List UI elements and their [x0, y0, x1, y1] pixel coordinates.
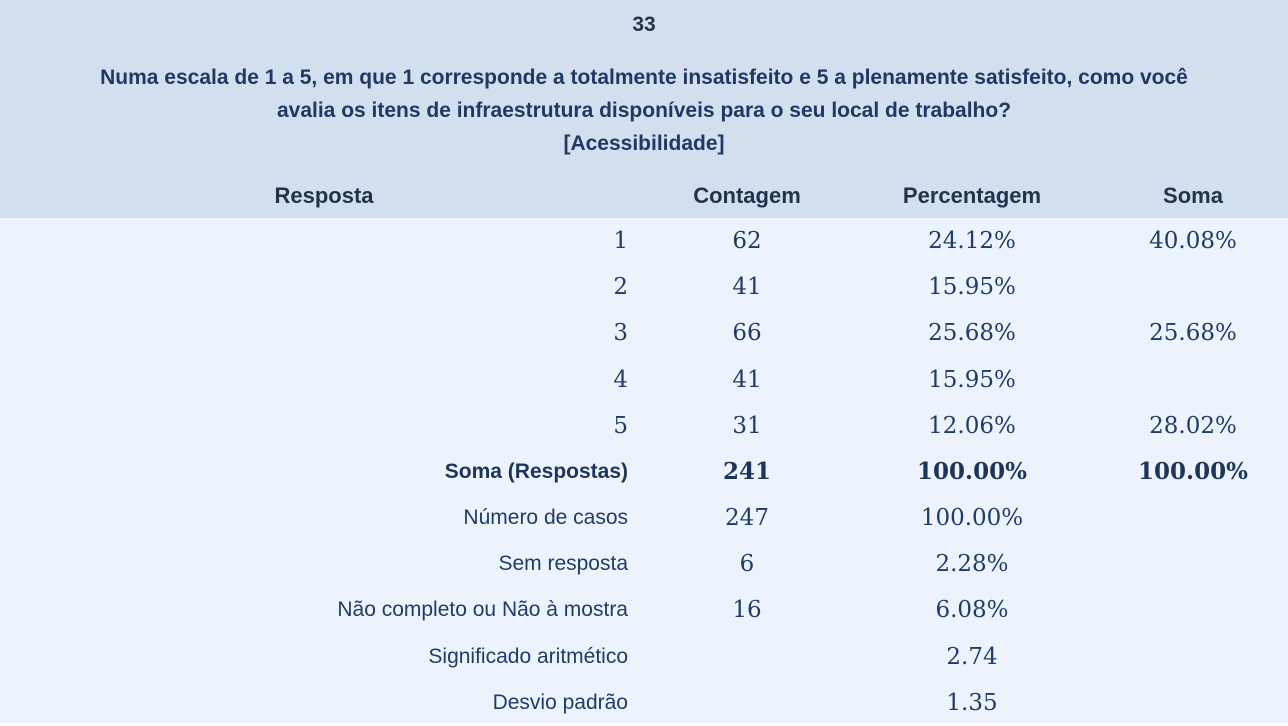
- bottom-edge-strip: [0, 723, 1288, 726]
- cell-soma: [1098, 264, 1288, 310]
- cell-soma: [1098, 634, 1288, 680]
- cell-contagem: 247: [725, 505, 769, 532]
- column-header-soma: Soma: [1163, 183, 1223, 208]
- table-header-row: Resposta Contagem Percentagem Soma: [0, 180, 1288, 212]
- question-line-3: [Acessibilidade]: [563, 132, 725, 155]
- cell-soma: 100.00%: [1138, 458, 1248, 486]
- cell-percentagem: 12.06%: [928, 412, 1016, 439]
- cell-soma: [1098, 495, 1288, 541]
- cell-contagem: 41: [732, 274, 762, 301]
- cell-soma: [1098, 680, 1288, 726]
- cell-percentagem: 24.12%: [928, 228, 1016, 255]
- cell-percentagem: 2.28%: [935, 551, 1009, 578]
- cell-contagem: 6: [739, 551, 755, 578]
- cell-percentagem: 15.95%: [928, 366, 1016, 393]
- table-row: Significado aritmético 2.74: [0, 634, 1288, 680]
- table-row: 4 41 15.95%: [0, 357, 1288, 403]
- table-row: 1 62 24.12% 40.08%: [0, 218, 1288, 264]
- question-line-2: avalia os itens de infraestrutura dispon…: [276, 99, 1012, 122]
- cell-contagem: 241: [722, 458, 771, 486]
- table-row: 5 31 12.06% 28.02%: [0, 403, 1288, 449]
- table-row: 3 66 25.68% 25.68%: [0, 310, 1288, 356]
- column-header-contagem: Contagem: [693, 183, 801, 208]
- cell-resposta: Número de casos: [463, 506, 628, 530]
- cell-contagem: 62: [732, 228, 762, 255]
- cell-percentagem: 6.08%: [935, 597, 1009, 624]
- question-text: Numa escala de 1 a 5, em que 1 correspon…: [0, 61, 1288, 160]
- cell-contagem: [648, 680, 846, 726]
- question-number: 33: [632, 13, 656, 36]
- cell-percentagem: 1.35: [946, 689, 998, 716]
- cell-resposta: 2: [613, 274, 628, 301]
- cell-contagem: 66: [732, 320, 762, 347]
- cell-percentagem: 2.74: [946, 643, 998, 670]
- cell-percentagem: 100.00%: [917, 458, 1027, 486]
- cell-soma: 25.68%: [1149, 320, 1237, 347]
- cell-resposta: Não completo ou Não à mostra: [337, 598, 628, 622]
- table-row: Não completo ou Não à mostra 16 6.08%: [0, 587, 1288, 633]
- cell-percentagem: 15.95%: [928, 274, 1016, 301]
- table-body: 1 62 24.12% 40.08% 2 41 15.95% 3 66 25.68% 25.68% 4…: [0, 218, 1288, 726]
- cell-soma: [1098, 357, 1288, 403]
- cell-soma: [1098, 587, 1288, 633]
- cell-resposta: 3: [613, 320, 628, 347]
- cell-contagem: [648, 634, 846, 680]
- question-header-band: 33 Numa escala de 1 a 5, em que 1 corres…: [0, 0, 1288, 218]
- table-row: Desvio padrão 1.35: [0, 680, 1288, 726]
- cell-resposta: 1: [613, 228, 628, 255]
- cell-contagem: 41: [732, 366, 762, 393]
- cell-resposta: 4: [613, 366, 628, 393]
- cell-contagem: 31: [732, 412, 762, 439]
- cell-percentagem: 100.00%: [920, 505, 1024, 532]
- cell-resposta: Soma (Respostas): [444, 459, 628, 483]
- cell-resposta: Significado aritmético: [428, 644, 628, 668]
- column-header-resposta: Resposta: [274, 183, 374, 208]
- cell-soma: 28.02%: [1149, 412, 1237, 439]
- table-row: Número de casos 247 100.00%: [0, 495, 1288, 541]
- cell-contagem: 16: [732, 597, 762, 624]
- cell-resposta: Sem resposta: [498, 552, 628, 576]
- column-header-percentagem: Percentagem: [902, 183, 1042, 208]
- table-row: 2 41 15.95%: [0, 264, 1288, 310]
- cell-resposta: 5: [613, 412, 628, 439]
- table-row: Sem resposta 6 2.28%: [0, 541, 1288, 587]
- cell-resposta: Desvio padrão: [492, 690, 628, 714]
- cell-soma: [1098, 541, 1288, 587]
- table-row: Soma (Respostas) 241 100.00% 100.00%: [0, 449, 1288, 495]
- cell-percentagem: 25.68%: [928, 320, 1016, 347]
- cell-soma: 40.08%: [1149, 228, 1237, 255]
- question-line-1: Numa escala de 1 a 5, em que 1 correspon…: [100, 66, 1188, 89]
